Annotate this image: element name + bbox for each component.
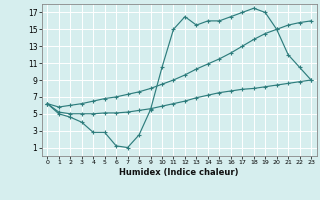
X-axis label: Humidex (Indice chaleur): Humidex (Indice chaleur) <box>119 168 239 177</box>
